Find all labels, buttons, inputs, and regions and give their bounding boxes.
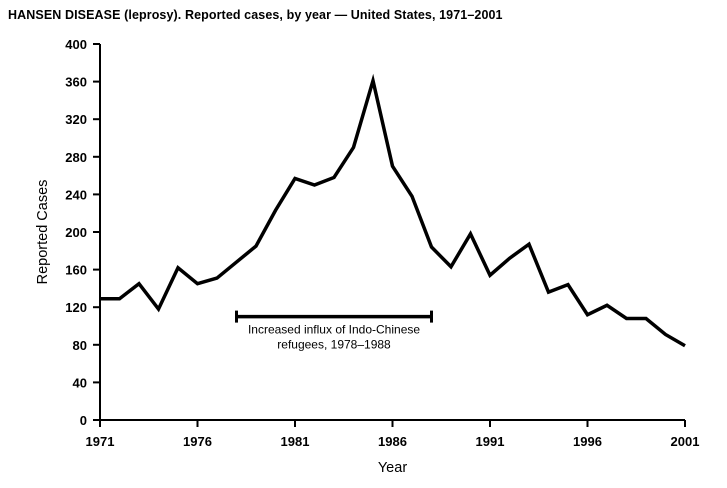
annotation-text: Increased influx of Indo-Chinese (248, 323, 420, 337)
y-tick-label: 400 (65, 37, 87, 52)
y-axis-title: Reported Cases (35, 180, 51, 285)
y-tick-label: 120 (65, 300, 87, 315)
y-tick-label: 0 (80, 413, 87, 428)
chart-title: HANSEN DISEASE (leprosy). Reported cases… (8, 8, 503, 22)
annotation-text: refugees, 1978–1988 (277, 338, 391, 352)
y-tick-label: 40 (73, 375, 87, 390)
y-tick-label: 280 (65, 150, 87, 165)
y-tick-label: 240 (65, 187, 87, 202)
y-tick-label: 160 (65, 263, 87, 278)
y-tick-label: 360 (65, 75, 87, 90)
x-tick-label: 1976 (183, 434, 212, 449)
x-axis-title: Year (378, 460, 407, 476)
x-tick-label: 1981 (281, 434, 310, 449)
x-tick-label: 1991 (476, 434, 505, 449)
data-line (100, 73, 686, 348)
x-tick-label: 2001 (671, 434, 700, 449)
x-tick-label: 1986 (378, 434, 407, 449)
x-tick-label: 1996 (573, 434, 602, 449)
y-tick-label: 200 (65, 225, 87, 240)
axes (99, 44, 685, 421)
y-tick-label: 80 (73, 338, 87, 353)
y-tick-label: 320 (65, 112, 87, 127)
x-tick-label: 1971 (86, 434, 115, 449)
